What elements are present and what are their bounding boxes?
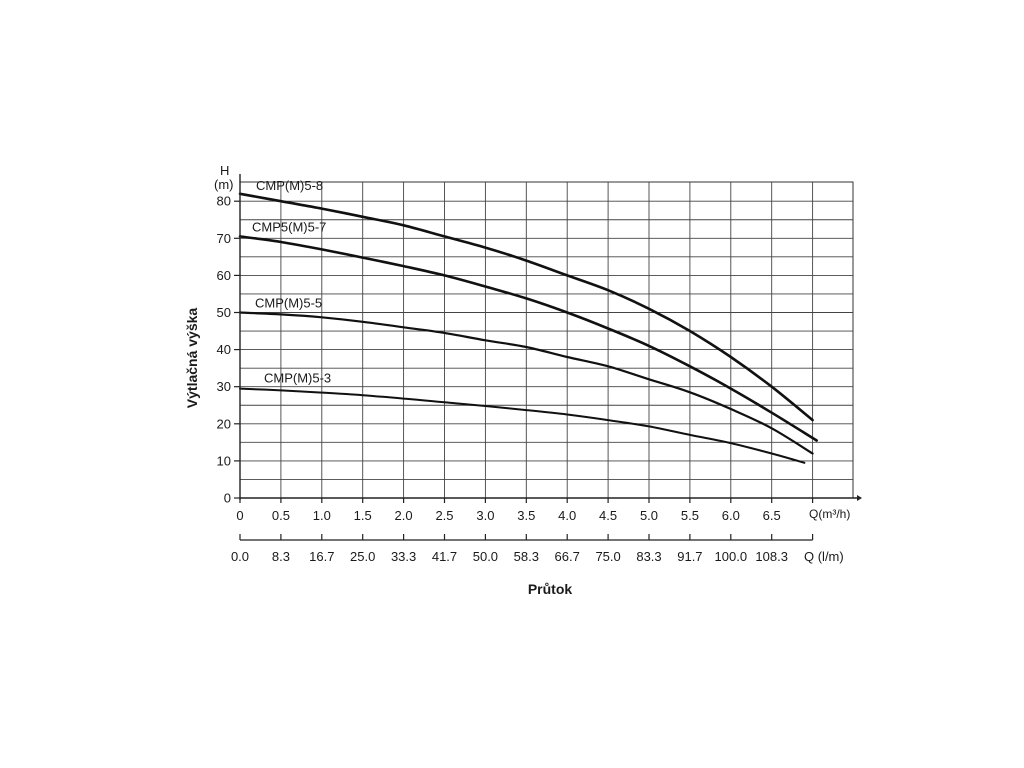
x-axis-title: Průtok <box>528 581 573 597</box>
x-tick-label: 1.0 <box>313 508 331 523</box>
x-tick-label: 2.5 <box>435 508 453 523</box>
series-curve <box>238 192 814 422</box>
secondary-x-tick-label: 75.0 <box>595 549 620 564</box>
secondary-x-tick-label: 16.7 <box>309 549 334 564</box>
secondary-x-tick-label: 0.0 <box>231 549 249 564</box>
series-label: CMP(M)5-5 <box>255 296 322 311</box>
x-tick-label: 5.0 <box>640 508 658 523</box>
secondary-x-tick-label: 41.7 <box>432 549 457 564</box>
secondary-x-tick-label: 8.3 <box>272 549 290 564</box>
x-tick-label: 0 <box>236 508 243 523</box>
y-tick-label: 30 <box>217 379 231 394</box>
x-tick-label: 1.5 <box>354 508 372 523</box>
y-unit-h: H <box>220 163 229 178</box>
secondary-x-tick-label: 91.7 <box>677 549 702 564</box>
axes <box>234 174 862 541</box>
x-axis-arrow <box>857 495 862 501</box>
y-tick-label: 70 <box>217 231 231 246</box>
y-unit-m: (m) <box>214 177 234 192</box>
y-tick-label: 0 <box>224 491 231 506</box>
x-tick-label: 2.0 <box>395 508 413 523</box>
series-curve <box>239 387 806 464</box>
x-tick-label: 3.0 <box>476 508 494 523</box>
series-label: CMP(M)5-3 <box>264 371 331 386</box>
series-label: CMP(M)5-8 <box>256 178 323 193</box>
x-tick-label: 6.0 <box>722 508 740 523</box>
x-unit-secondary: Q (l/m) <box>804 549 844 564</box>
secondary-x-tick-label: 25.0 <box>350 549 375 564</box>
labels: H (m) Q(m³/h) Q (l/m) Výtlačná výška Prů… <box>184 163 850 597</box>
series-curve <box>238 235 818 442</box>
x-tick-label: 4.0 <box>558 508 576 523</box>
secondary-x-tick-label: 100.0 <box>715 549 748 564</box>
grid <box>239 181 854 499</box>
y-tick-label: 50 <box>217 305 231 320</box>
secondary-x-tick-label: 58.3 <box>514 549 539 564</box>
series-curves <box>238 192 818 464</box>
secondary-x-tick-label: 50.0 <box>473 549 498 564</box>
y-tick-label: 40 <box>217 342 231 357</box>
x-tick-label: 6.5 <box>763 508 781 523</box>
secondary-x-tick-label: 66.7 <box>555 549 580 564</box>
secondary-x-tick-label: 108.3 <box>755 549 788 564</box>
series-curve <box>238 311 814 455</box>
series-label: CMP5(M)5-7 <box>252 219 326 234</box>
x-unit-primary: Q(m³/h) <box>809 507 850 521</box>
y-tick-label: 60 <box>217 268 231 283</box>
x-tick-label: 0.5 <box>272 508 290 523</box>
secondary-x-tick-label: 33.3 <box>391 549 416 564</box>
y-tick-label: 80 <box>217 194 231 209</box>
y-tick-label: 10 <box>217 453 231 468</box>
y-axis-title: Výtlačná výška <box>184 308 200 409</box>
y-tick-label: 20 <box>217 416 231 431</box>
x-tick-label: 3.5 <box>517 508 535 523</box>
x-tick-label: 5.5 <box>681 508 699 523</box>
x-tick-label: 4.5 <box>599 508 617 523</box>
secondary-x-tick-label: 83.3 <box>636 549 661 564</box>
